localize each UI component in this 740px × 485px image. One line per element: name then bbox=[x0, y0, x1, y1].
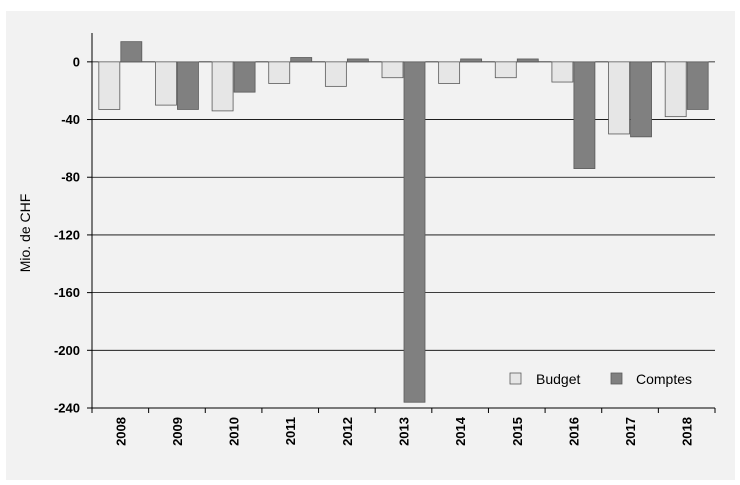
y-tick-label: -80 bbox=[61, 170, 80, 185]
x-tick-label: 2010 bbox=[227, 417, 242, 446]
x-tick-label: 2017 bbox=[623, 417, 638, 446]
bar-budget-2013 bbox=[381, 61, 404, 79]
bar-budget-2014 bbox=[438, 61, 461, 84]
legend-label-comptes: Comptes bbox=[636, 371, 692, 387]
bar-comptes-2016 bbox=[573, 61, 596, 169]
y-tick-label: -200 bbox=[54, 343, 80, 358]
y-tick-label: 0 bbox=[73, 54, 80, 69]
legend: Budget Comptes bbox=[509, 371, 692, 387]
x-tick-label: 2011 bbox=[283, 417, 298, 445]
bars bbox=[98, 41, 709, 403]
bar-chart: 0 -40 -80 -120 -160 -200 -240 2008 2009 2010 2011… bbox=[17, 33, 716, 446]
legend-swatch-comptes bbox=[610, 372, 623, 385]
y-tick-label: -240 bbox=[54, 401, 80, 416]
x-tick-label: 2014 bbox=[453, 416, 468, 446]
x-tick-label: 2012 bbox=[340, 417, 355, 446]
bar-budget-2009 bbox=[155, 61, 177, 106]
bar-budget-2008 bbox=[98, 61, 121, 110]
bar-comptes-2013 bbox=[403, 61, 426, 403]
bar-comptes-2017 bbox=[630, 61, 652, 138]
y-tick-labels: 0 -40 -80 -120 -160 -200 -240 bbox=[54, 54, 80, 415]
bar-comptes-2009 bbox=[177, 61, 199, 110]
bar-budget-2011 bbox=[268, 61, 291, 84]
x-tick-labels: 2008 2009 2010 2011 2012 2013 2014 2015 2016 2017… bbox=[113, 416, 694, 446]
bar-comptes-2012 bbox=[346, 58, 369, 63]
bar-budget-2017 bbox=[608, 61, 630, 135]
x-tick-label: 2008 bbox=[113, 417, 128, 446]
x-tick-label: 2015 bbox=[510, 417, 525, 446]
axes bbox=[87, 33, 716, 413]
bar-budget-2018 bbox=[664, 61, 687, 118]
bar-comptes-2011 bbox=[290, 57, 313, 63]
x-tick-label: 2013 bbox=[397, 417, 412, 446]
chart-frame: 0 -40 -80 -120 -160 -200 -240 2008 2009 2010 2011… bbox=[6, 11, 735, 480]
x-tick-label: 2016 bbox=[566, 417, 581, 446]
legend-label-budget: Budget bbox=[536, 371, 580, 387]
y-tick-label: -160 bbox=[54, 285, 80, 300]
y-tick-label: -120 bbox=[54, 227, 80, 242]
bar-comptes-2018 bbox=[686, 61, 709, 110]
legend-swatch-budget bbox=[509, 372, 522, 385]
x-tick-label: 2009 bbox=[170, 417, 185, 446]
bar-budget-2016 bbox=[551, 61, 574, 83]
bar-budget-2012 bbox=[324, 61, 347, 87]
x-tick-label: 2018 bbox=[680, 417, 695, 446]
bar-comptes-2008 bbox=[120, 41, 143, 63]
bar-budget-2010 bbox=[211, 61, 234, 112]
y-axis-title: Mio. de CHF bbox=[17, 194, 33, 273]
bar-comptes-2015 bbox=[516, 58, 539, 63]
bar-comptes-2014 bbox=[460, 58, 483, 63]
y-tick-label: -40 bbox=[61, 112, 80, 127]
bar-budget-2015 bbox=[494, 61, 517, 79]
bar-comptes-2010 bbox=[233, 61, 256, 93]
